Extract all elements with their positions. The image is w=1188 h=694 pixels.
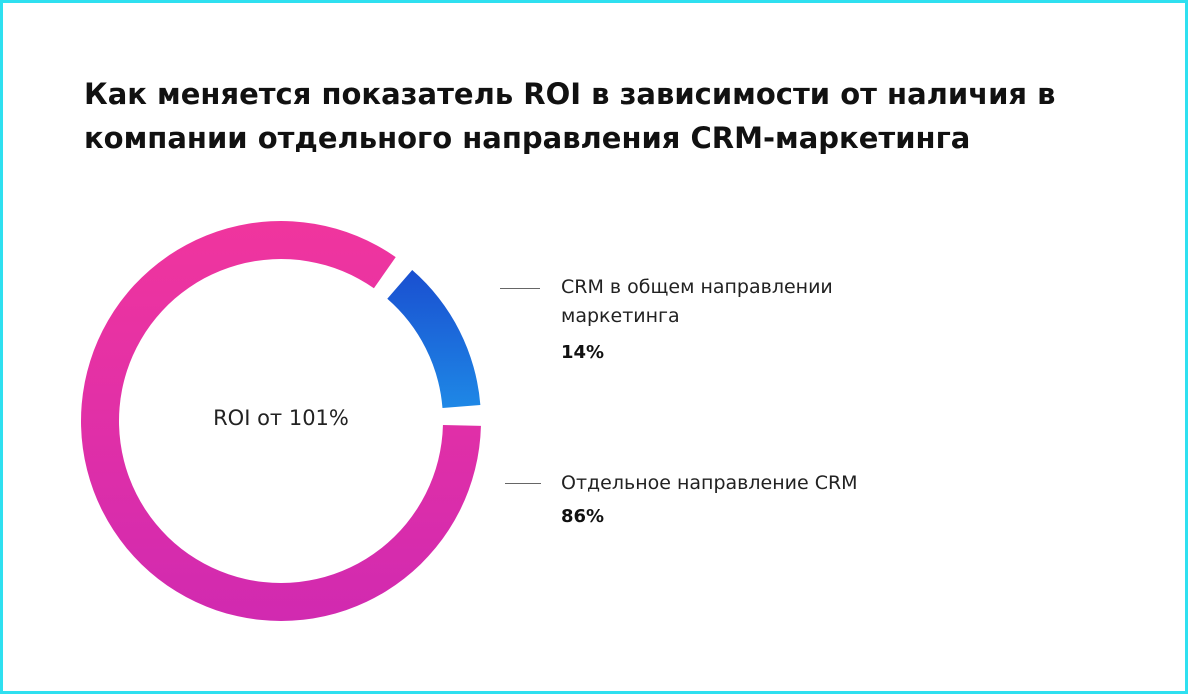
legend-line-general — [500, 288, 540, 289]
legend-label-separate: Отдельное направление CRM — [561, 472, 858, 494]
legend-value-separate: 86% — [561, 506, 605, 527]
legend-label-general: CRM в общем направлении маркетинга — [561, 276, 833, 327]
center-label: ROI от 101% — [213, 406, 349, 430]
legend-line-separate — [505, 483, 541, 484]
legend-value-general: 14% — [561, 342, 605, 363]
donut-segment-general — [387, 270, 481, 409]
chart-title: Как меняется показатель ROI в зависимост… — [84, 77, 1056, 155]
